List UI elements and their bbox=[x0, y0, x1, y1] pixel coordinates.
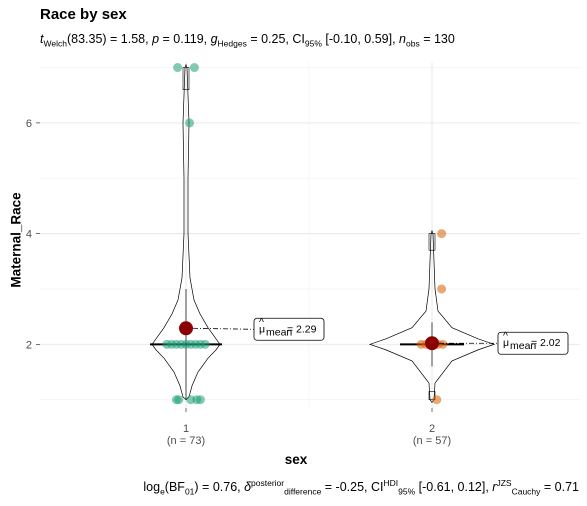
y-tick-label: 2 bbox=[26, 339, 32, 351]
data-point bbox=[437, 229, 447, 239]
n-label: (n = 57) bbox=[413, 435, 451, 447]
delta-sub: difference bbox=[284, 486, 322, 497]
mean-label-value: = 2.29 bbox=[287, 323, 317, 335]
chart-caption: loge(BF01) = 0.76, δposteriordifference … bbox=[143, 478, 579, 497]
bf-log-sub: e bbox=[160, 486, 165, 497]
y-tick-label: 6 bbox=[26, 118, 32, 130]
bf-sub: 01 bbox=[184, 486, 195, 497]
violin-outline bbox=[151, 63, 221, 401]
x-tick-label: 2 bbox=[429, 423, 435, 435]
mean-label-symbol: μ bbox=[259, 323, 265, 335]
hdi-sub: 95% bbox=[398, 486, 416, 497]
delta-sup: posterior bbox=[251, 478, 285, 488]
n-sub: obs bbox=[406, 38, 420, 49]
chart-subtitle: tWelch(83.35) = 1.58, p = 0.119, gHedges… bbox=[40, 32, 455, 49]
mean-point bbox=[425, 336, 439, 351]
g-value: = 0.25, CI bbox=[246, 32, 305, 46]
r-value: = 0.71 bbox=[540, 480, 579, 495]
g-sub: Hedges bbox=[217, 38, 247, 49]
mean-label-hat: ^ bbox=[259, 316, 264, 328]
p-value: = 0.119, bbox=[159, 32, 211, 46]
x-tick-label: 1 bbox=[183, 423, 189, 435]
mean-point bbox=[179, 321, 193, 336]
mean-connector bbox=[192, 327, 255, 330]
data-point bbox=[185, 118, 195, 128]
box-outlier-segment bbox=[428, 391, 436, 400]
n-label: (n = 73) bbox=[167, 435, 205, 447]
chart-title: Race by sex bbox=[40, 6, 127, 23]
data-point bbox=[438, 339, 448, 349]
data-point bbox=[173, 63, 183, 73]
mean-label-symbol: μ bbox=[503, 337, 509, 349]
bf-text: (BF bbox=[164, 480, 185, 495]
hdi-value: [-0.61, 0.12], bbox=[415, 480, 493, 495]
violin-outline bbox=[368, 229, 496, 404]
data-point bbox=[195, 395, 205, 405]
n-value: = 130 bbox=[419, 32, 455, 46]
r-symbol: r bbox=[492, 480, 497, 495]
delta-value: = -0.25, CI bbox=[321, 480, 384, 495]
data-point bbox=[174, 395, 184, 405]
bf-log: log bbox=[143, 480, 161, 495]
n-symbol: n bbox=[399, 32, 406, 46]
data-point bbox=[189, 63, 199, 73]
box-outlier-segment bbox=[182, 67, 190, 90]
t-symbol: t bbox=[40, 32, 44, 46]
r-sub: Cauchy bbox=[511, 486, 541, 497]
delta-symbol: δ bbox=[244, 480, 252, 495]
data-point bbox=[437, 284, 447, 294]
data-point bbox=[200, 339, 210, 349]
mean-label-sub: mean bbox=[266, 326, 292, 338]
data-point bbox=[432, 395, 442, 405]
mean-label-value: = 2.02 bbox=[531, 337, 561, 349]
mean-label-sub: mean bbox=[510, 340, 536, 352]
y-tick-label: 4 bbox=[26, 229, 32, 241]
x-axis-label: sex bbox=[284, 452, 308, 467]
box-outlier-segment bbox=[428, 233, 436, 251]
bf-value: ) = 0.76, bbox=[194, 480, 245, 495]
g-symbol: g bbox=[210, 32, 218, 46]
mean-label-hat: ^ bbox=[503, 330, 508, 342]
r-sup: JZS bbox=[496, 478, 512, 488]
ci-value: [-0.10, 0.59], bbox=[321, 32, 400, 46]
t-sub: Welch bbox=[43, 38, 67, 49]
p-symbol: p bbox=[152, 32, 160, 46]
hdi-sup: HDI bbox=[383, 478, 399, 488]
mean-label-box bbox=[497, 331, 569, 355]
ci-sub: 95% bbox=[304, 38, 322, 49]
t-value: (83.35) = 1.58, bbox=[66, 32, 153, 46]
mean-label-box bbox=[253, 317, 325, 341]
